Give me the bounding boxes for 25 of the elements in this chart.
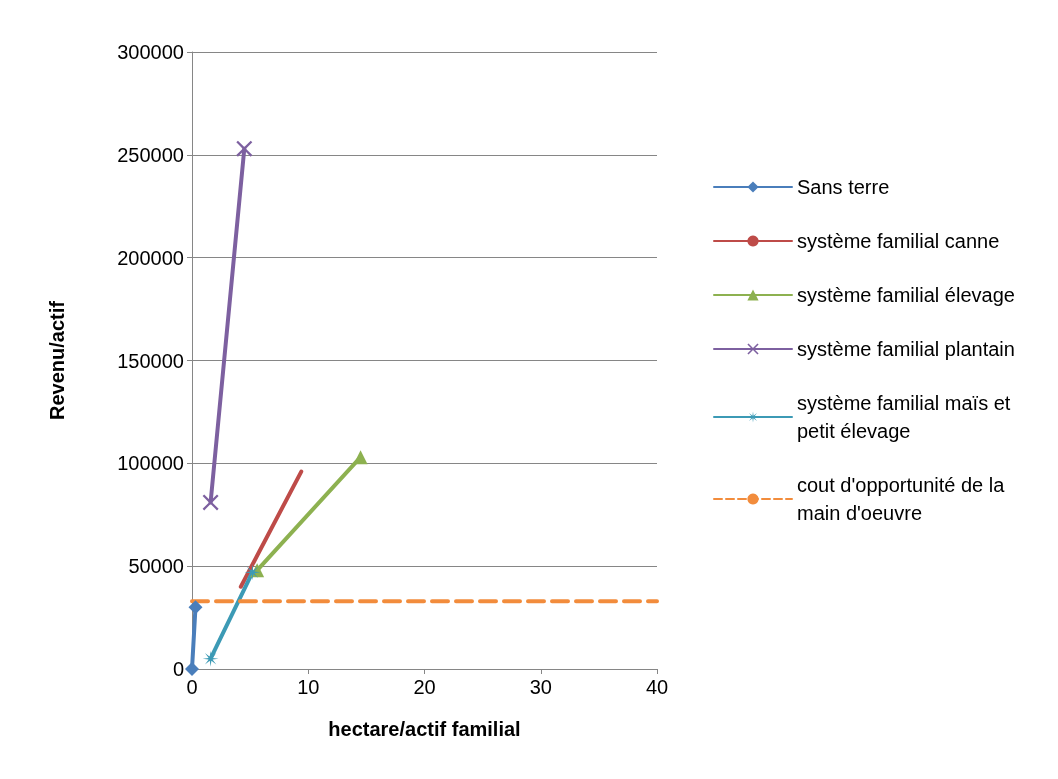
- y-tick-label: 300000: [117, 41, 184, 63]
- y-axis-title: Revenu/actif: [46, 300, 68, 420]
- legend-label: cout d'opportunité de la main d'oeuvre: [797, 474, 1010, 524]
- x-axis-title: hectare/actif familial: [328, 718, 521, 740]
- point: [202, 650, 219, 667]
- legend-label: système familial plantain: [797, 338, 1015, 360]
- y-tick-label: 0: [172, 658, 184, 680]
- legend-label: système familial canne: [797, 230, 1000, 252]
- y-tick-label: 150000: [117, 349, 184, 372]
- y-tick-label: 50000: [128, 555, 184, 578]
- y-tick-label: 100000: [117, 452, 184, 475]
- legend-label: système familial élevage: [797, 284, 1015, 306]
- legend-label: Sans terre: [797, 176, 890, 198]
- y-tick-label: 250000: [117, 143, 184, 166]
- y-tick-label: 200000: [117, 246, 184, 269]
- x-tick-label: 10: [297, 676, 320, 698]
- x-tick-label: 30: [529, 676, 552, 698]
- point: [202, 494, 219, 511]
- x-tick-label: 0: [186, 676, 198, 698]
- x-tick-label: 40: [645, 676, 669, 698]
- x-tick-label: 20: [413, 676, 436, 698]
- legend-label: système familial maïs et petit élevage: [797, 392, 1016, 442]
- point: [236, 140, 253, 157]
- point: [188, 600, 203, 615]
- point: [185, 662, 199, 676]
